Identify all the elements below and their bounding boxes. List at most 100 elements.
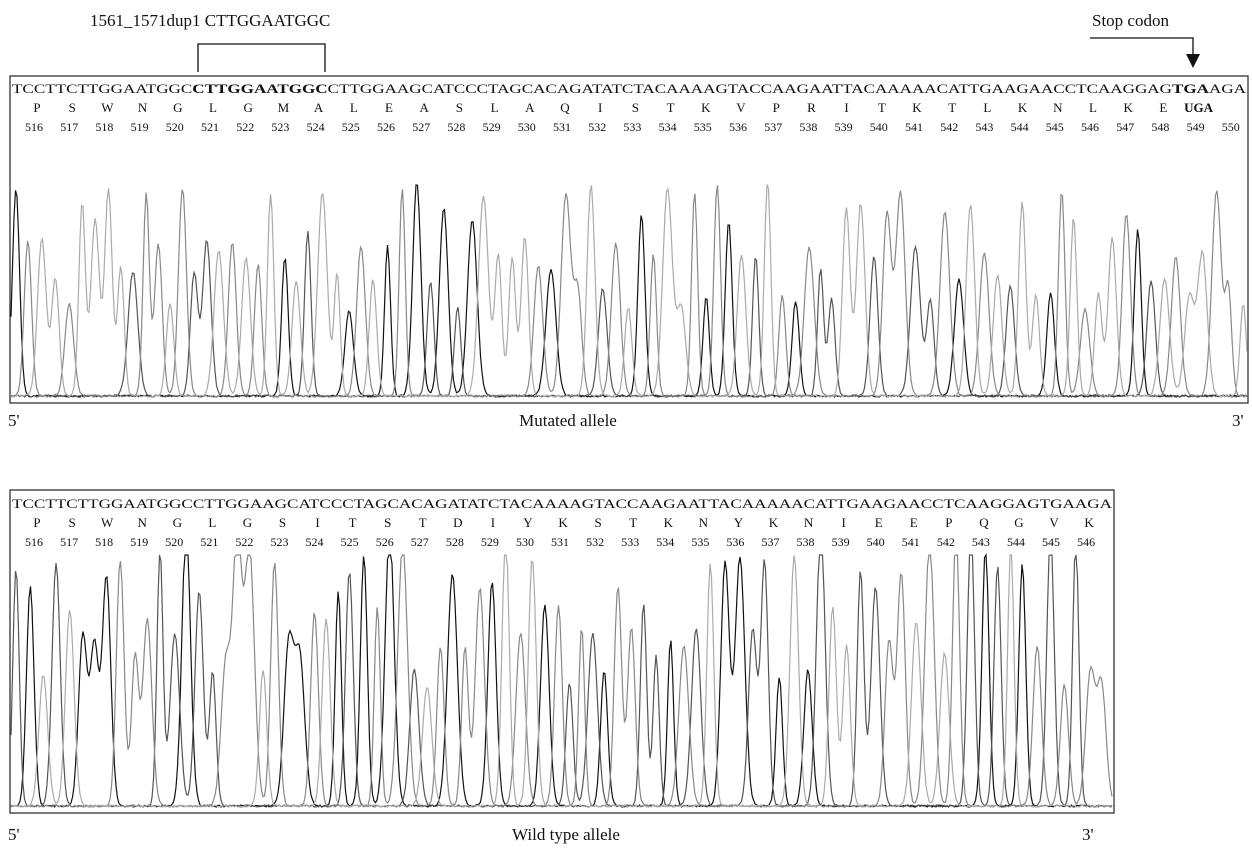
residue: S [384,515,391,530]
position: 541 [902,535,920,549]
trace [11,555,1112,807]
position: 533 [623,120,641,134]
residue: Q [979,515,989,530]
residue: I [598,100,602,115]
residue: A [420,100,430,115]
position: 544 [1007,535,1025,549]
position: 524 [306,535,324,549]
residue: I [841,515,845,530]
position: 535 [694,120,712,134]
residue: W [101,100,114,115]
residue: N [138,515,148,530]
position: 547 [1116,120,1134,134]
position: 526 [377,120,395,134]
residue: M [278,100,290,115]
residue: G [173,100,182,115]
position: 521 [200,535,218,549]
position: 520 [166,120,184,134]
position: 548 [1151,120,1169,134]
position: 529 [481,535,499,549]
position: 538 [799,120,817,134]
position: 531 [553,120,571,134]
trace [11,555,1112,807]
position: 545 [1046,120,1064,134]
residue: E [1159,100,1167,115]
residue: T [629,515,637,530]
position: 518 [95,535,113,549]
residue: S [279,515,286,530]
residue: P [773,100,780,115]
residue: P [33,100,40,115]
position: 546 [1077,535,1095,549]
figure: 1561_1571dup1 CTTGGAATGGC Stop codon TCC… [0,0,1252,848]
residue: K [1018,100,1028,115]
residue: W [101,515,114,530]
position: 544 [1011,120,1029,134]
residue: G [173,515,182,530]
residue: N [1053,100,1063,115]
three-prime: 3' [1232,411,1244,430]
sequence-part: TGA [1172,81,1210,96]
residue: L [491,100,499,115]
position: 542 [940,120,958,134]
position: 543 [972,535,990,549]
position: 519 [131,120,149,134]
mutation-label: 1561_1571dup1 CTTGGAATGGC [90,11,330,30]
position: 539 [832,535,850,549]
position: 524 [307,120,325,134]
position: 542 [937,535,955,549]
residue: E [875,515,883,530]
residue: S [456,100,463,115]
residue: T [948,100,956,115]
position: 528 [447,120,465,134]
sequence-part: TCCTTCTTGGAATGGC [12,81,192,96]
position: 546 [1081,120,1099,134]
position: 535 [691,535,709,549]
residue: P [945,515,952,530]
trace [11,555,1112,807]
residue: K [558,515,568,530]
position: 522 [236,120,254,134]
position: 517 [60,535,78,549]
position: 516 [25,120,43,134]
residue: G [243,515,252,530]
residue: Q [560,100,570,115]
position: 525 [342,120,360,134]
position: 516 [25,535,43,549]
residue: E [910,515,918,530]
position: 534 [656,535,674,549]
residue: T [419,515,427,530]
residue: L [350,100,358,115]
position: 543 [975,120,993,134]
position: 521 [201,120,219,134]
position: 532 [586,535,604,549]
position: 523 [271,120,289,134]
residue: S [68,515,75,530]
position: 527 [412,120,430,134]
five-prime: 5' [8,411,20,430]
position: 520 [165,535,183,549]
position: 523 [270,535,288,549]
position: 519 [130,535,148,549]
position: 539 [835,120,853,134]
position: 530 [518,120,536,134]
residue: Y [734,515,744,530]
position: 533 [621,535,639,549]
position: 517 [60,120,78,134]
position: 537 [761,535,779,549]
position: 540 [867,535,885,549]
residue: I [844,100,848,115]
residue: K [769,515,779,530]
sequence: TCCTTCTTGGAATGGCCTTGGAAGCATCCCTAGCACAGAT… [12,496,1113,511]
residue: V [1049,515,1059,530]
residue: N [138,100,148,115]
residue: K [1124,100,1134,115]
position: 536 [726,535,744,549]
position: 526 [376,535,394,549]
position: 531 [551,535,569,549]
residue: L [208,515,216,530]
position: 537 [764,120,782,134]
stop-arrowhead [1186,54,1200,68]
sequence-part: AGA [1209,81,1247,96]
residue: K [701,100,711,115]
